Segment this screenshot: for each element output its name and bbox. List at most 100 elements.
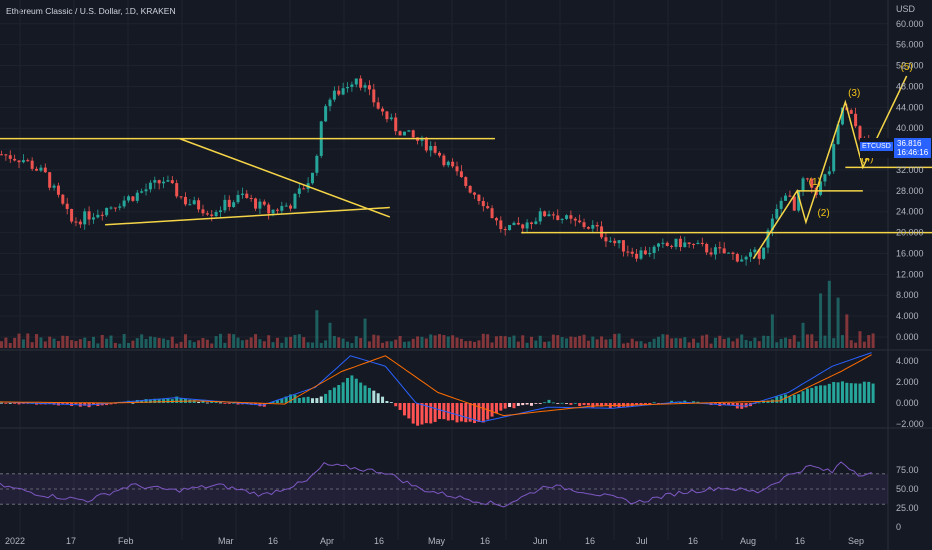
volume-bar xyxy=(324,340,328,348)
candle xyxy=(595,224,599,227)
macd-histogram-bar xyxy=(389,402,393,403)
price-tick-label: 20.000 xyxy=(896,228,924,238)
macd-histogram-bar xyxy=(516,403,520,406)
volume-bar xyxy=(122,334,126,348)
candle xyxy=(468,185,472,193)
candle xyxy=(477,194,481,201)
volume-bar xyxy=(315,310,319,348)
candle xyxy=(127,196,131,201)
volume-bar xyxy=(420,336,424,348)
macd-histogram-bar xyxy=(315,398,319,403)
volume-bar xyxy=(197,340,201,348)
macd-histogram-bar xyxy=(819,385,823,403)
candle xyxy=(223,199,227,211)
candle xyxy=(591,224,595,229)
macd-histogram-bar xyxy=(280,398,284,403)
macd-histogram-bar xyxy=(604,403,608,406)
volume-bar xyxy=(674,338,678,348)
volume-bar xyxy=(775,342,779,348)
macd-histogram-bar xyxy=(402,403,406,416)
time-tick-label: May xyxy=(428,536,446,546)
macd-histogram-bar xyxy=(109,403,113,405)
volume-bar xyxy=(442,335,446,348)
volume-bar xyxy=(135,338,139,348)
candle xyxy=(236,194,240,203)
candle xyxy=(823,174,827,182)
candle xyxy=(91,217,95,220)
volume-bar xyxy=(319,342,323,348)
volume-bar xyxy=(0,341,3,348)
candle xyxy=(770,218,774,231)
volume-bar xyxy=(797,341,801,348)
volume-bar xyxy=(779,338,783,348)
macd-histogram-bar xyxy=(871,383,875,403)
volume-bar xyxy=(718,335,722,348)
volume-bar xyxy=(591,336,595,348)
macd-histogram-bar xyxy=(65,403,69,405)
volume-bar xyxy=(810,334,814,348)
candle xyxy=(407,130,411,132)
macd-histogram-bar xyxy=(867,381,871,403)
candle xyxy=(359,78,363,88)
candle xyxy=(670,245,674,247)
volume-bar xyxy=(534,340,538,348)
candle xyxy=(678,238,682,248)
volume-bar xyxy=(757,341,761,348)
candle xyxy=(832,144,836,172)
price-tick-label: 24.000 xyxy=(896,207,924,217)
volume-bar xyxy=(359,338,363,348)
candle xyxy=(240,193,244,195)
volume-bar xyxy=(617,333,621,348)
candle xyxy=(446,161,450,166)
volume-bar xyxy=(845,314,849,348)
candle xyxy=(188,204,192,206)
volume-bar xyxy=(389,341,393,348)
candle xyxy=(43,167,47,173)
volume-bar xyxy=(381,342,385,348)
volume-bar xyxy=(639,341,643,348)
macd-histogram-bar xyxy=(512,403,516,409)
volume-bar xyxy=(236,337,240,348)
candle xyxy=(350,84,354,87)
macd-histogram-bar xyxy=(175,396,179,403)
price-tick-label: 60.000 xyxy=(896,19,924,29)
volume-bar xyxy=(175,343,179,348)
macd-histogram-bar xyxy=(731,403,735,406)
wave-label: (2) xyxy=(817,208,829,219)
candle xyxy=(170,180,174,184)
macd-histogram-bar xyxy=(21,403,25,404)
price-tag: ETCUSD 36.816 16:46:16 xyxy=(860,138,932,158)
macd-histogram-bar xyxy=(179,397,183,403)
volume-bar xyxy=(494,336,498,348)
macd-histogram-bar xyxy=(591,403,595,408)
volume-bar xyxy=(473,341,477,348)
price-tick-label: 48.000 xyxy=(896,81,924,91)
candle xyxy=(692,243,696,245)
macd-histogram-bar xyxy=(547,399,551,403)
volume-bar xyxy=(153,337,157,348)
volume-bar xyxy=(823,335,827,348)
drawing-triangle-lower xyxy=(105,206,390,226)
candle xyxy=(578,220,582,223)
macd-histogram-bar xyxy=(635,403,639,406)
volume-bar xyxy=(858,331,862,348)
candle xyxy=(100,214,104,216)
price-tick-label: 4.000 xyxy=(896,311,919,321)
candle xyxy=(289,205,293,209)
macd-histogram-bar xyxy=(849,383,853,403)
macd-histogram-bar xyxy=(713,403,717,404)
volume-bar xyxy=(801,322,805,348)
volume-bar xyxy=(350,343,354,348)
macd-histogram-bar xyxy=(801,391,805,403)
macd-histogram-bar xyxy=(551,402,555,404)
candle xyxy=(805,178,809,180)
macd-histogram-bar xyxy=(328,390,332,403)
macd-histogram-bar xyxy=(543,402,547,404)
candle xyxy=(797,190,801,211)
candle xyxy=(626,251,630,253)
candle xyxy=(135,192,139,201)
volume-bar xyxy=(543,341,547,348)
volume-bar xyxy=(219,333,222,348)
